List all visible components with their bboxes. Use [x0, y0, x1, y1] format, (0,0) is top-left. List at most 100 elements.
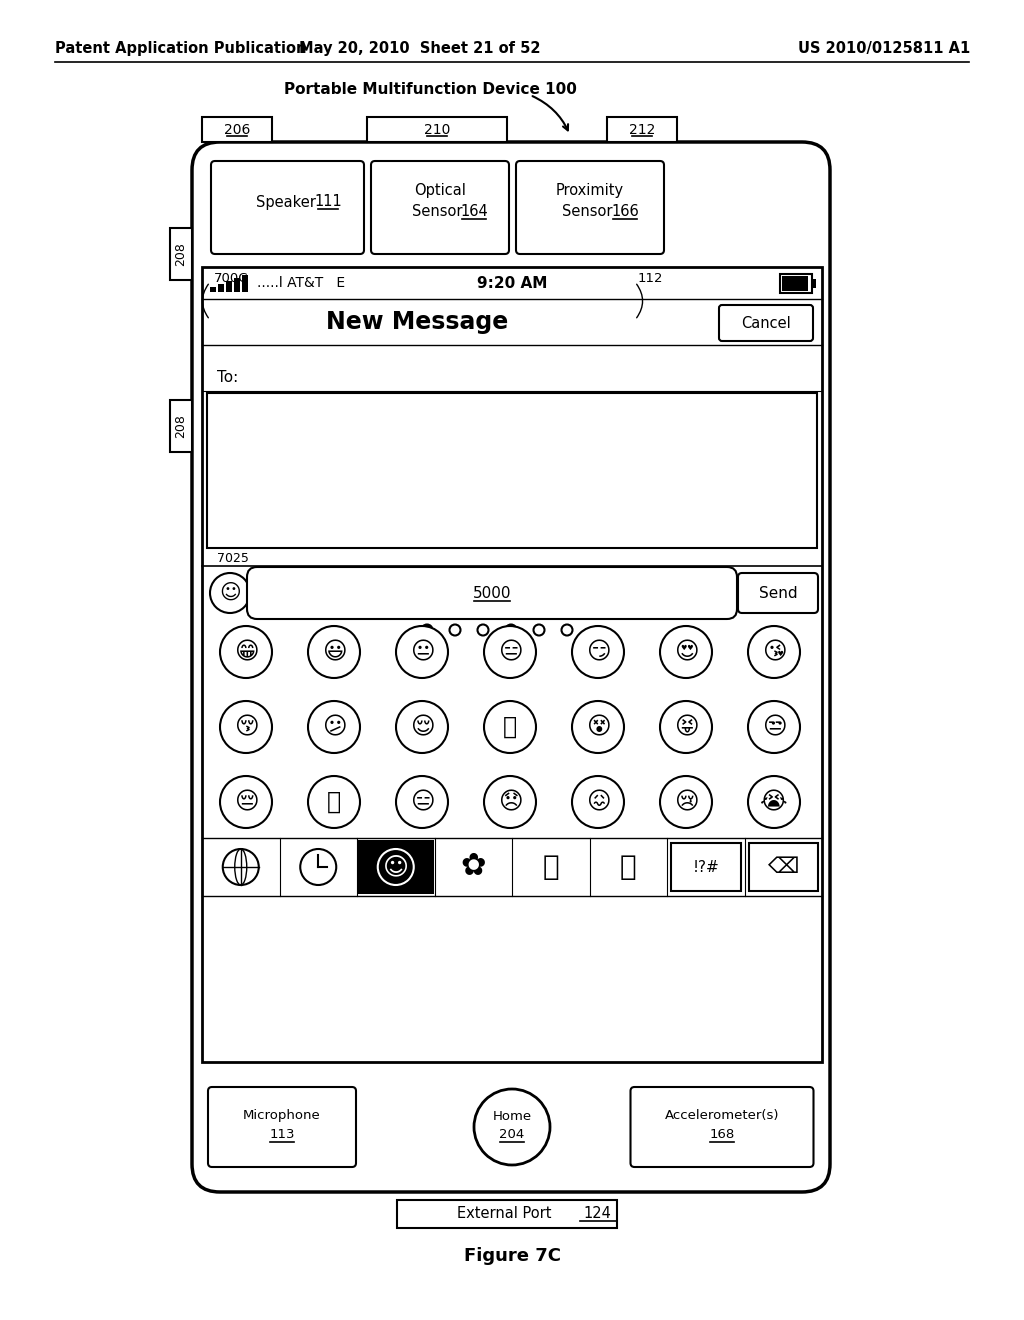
Circle shape — [210, 573, 250, 612]
Circle shape — [396, 626, 449, 678]
Text: Optical: Optical — [414, 182, 466, 198]
Text: !?#: !?# — [692, 859, 719, 874]
Text: 😐: 😐 — [410, 640, 434, 664]
Text: 😑: 😑 — [410, 789, 434, 814]
Text: 😘: 😘 — [762, 640, 786, 664]
Text: 🔔: 🔔 — [543, 853, 559, 880]
Text: To:: To: — [217, 370, 239, 384]
Text: New Message: New Message — [326, 310, 508, 334]
Text: ✿: ✿ — [461, 853, 486, 882]
Circle shape — [660, 626, 712, 678]
Circle shape — [572, 701, 624, 752]
Text: Portable Multifunction Device 100: Portable Multifunction Device 100 — [284, 82, 577, 98]
Text: Sensor: Sensor — [562, 205, 617, 219]
Bar — [358, 840, 433, 894]
Circle shape — [450, 624, 461, 635]
Bar — [202, 267, 822, 1063]
Text: 164: 164 — [460, 205, 487, 219]
Text: 5000: 5000 — [473, 586, 511, 601]
Circle shape — [748, 776, 800, 828]
Text: 😬: 😬 — [503, 715, 517, 739]
Text: US 2010/0125811 A1: US 2010/0125811 A1 — [798, 41, 970, 55]
Bar — [367, 117, 507, 143]
Text: 168: 168 — [710, 1129, 734, 1142]
Circle shape — [660, 776, 712, 828]
Text: 😚: 😚 — [233, 715, 258, 739]
Circle shape — [220, 776, 272, 828]
Circle shape — [484, 776, 536, 828]
Text: 😭: 😭 — [760, 789, 787, 814]
Text: 😒: 😒 — [762, 715, 786, 739]
Text: 208: 208 — [174, 242, 187, 265]
Circle shape — [223, 849, 259, 884]
Text: 😏: 😏 — [586, 640, 610, 664]
FancyBboxPatch shape — [719, 305, 813, 341]
Circle shape — [484, 626, 536, 678]
Text: Proximity: Proximity — [556, 182, 624, 198]
Bar — [207, 393, 817, 548]
Bar — [170, 400, 193, 451]
Bar — [234, 279, 240, 292]
FancyBboxPatch shape — [631, 1086, 813, 1167]
Text: Speaker: Speaker — [256, 194, 321, 210]
Text: 😁: 😁 — [233, 640, 258, 664]
Text: 😖: 😖 — [586, 789, 610, 814]
Text: 113: 113 — [269, 1129, 295, 1142]
Text: 204: 204 — [500, 1129, 524, 1142]
Circle shape — [506, 624, 516, 635]
Circle shape — [748, 626, 800, 678]
Bar — [671, 843, 740, 891]
Text: .....l AT&T   E: .....l AT&T E — [257, 276, 345, 290]
Text: 7025: 7025 — [217, 552, 249, 565]
Circle shape — [484, 701, 536, 752]
Text: ⌫: ⌫ — [768, 857, 799, 876]
Text: 206: 206 — [224, 123, 250, 136]
Text: ☺: ☺ — [219, 583, 241, 603]
Bar — [218, 284, 224, 292]
Circle shape — [308, 626, 360, 678]
Circle shape — [220, 626, 272, 678]
Circle shape — [220, 701, 272, 752]
Circle shape — [572, 776, 624, 828]
Text: Home: Home — [493, 1110, 531, 1123]
Text: ☺: ☺ — [383, 855, 409, 879]
Text: 😍: 😍 — [674, 640, 698, 664]
Bar — [397, 1200, 617, 1228]
FancyBboxPatch shape — [371, 161, 509, 253]
Text: Figure 7C: Figure 7C — [464, 1247, 560, 1265]
FancyBboxPatch shape — [516, 161, 664, 253]
Text: 😞: 😞 — [498, 789, 522, 814]
Circle shape — [308, 776, 360, 828]
Bar — [812, 279, 816, 288]
Text: May 20, 2010  Sheet 21 of 52: May 20, 2010 Sheet 21 of 52 — [299, 41, 541, 55]
Text: 210: 210 — [424, 123, 451, 136]
Circle shape — [422, 624, 432, 635]
Text: 212: 212 — [629, 123, 655, 136]
Text: 💧: 💧 — [327, 789, 341, 814]
Circle shape — [534, 624, 545, 635]
Bar — [782, 276, 808, 290]
Text: 😵: 😵 — [586, 715, 610, 739]
Text: Microphone: Microphone — [243, 1109, 321, 1122]
Circle shape — [396, 776, 449, 828]
Text: 🚗: 🚗 — [620, 853, 637, 880]
Text: 😌: 😌 — [410, 715, 434, 739]
Circle shape — [396, 701, 449, 752]
Bar — [242, 275, 248, 292]
Text: Send: Send — [759, 586, 798, 601]
FancyBboxPatch shape — [208, 1086, 356, 1167]
Text: 😃: 😃 — [322, 640, 346, 664]
Bar — [780, 275, 812, 293]
Text: Sensor: Sensor — [413, 205, 468, 219]
Text: 😢: 😢 — [674, 789, 698, 814]
Bar — [202, 117, 272, 143]
FancyBboxPatch shape — [738, 573, 818, 612]
Bar — [226, 281, 232, 292]
Text: 208: 208 — [174, 414, 187, 438]
Circle shape — [300, 849, 336, 884]
Circle shape — [660, 701, 712, 752]
Bar — [607, 117, 677, 143]
Bar — [210, 286, 216, 292]
Circle shape — [572, 626, 624, 678]
Text: 111: 111 — [314, 194, 342, 210]
